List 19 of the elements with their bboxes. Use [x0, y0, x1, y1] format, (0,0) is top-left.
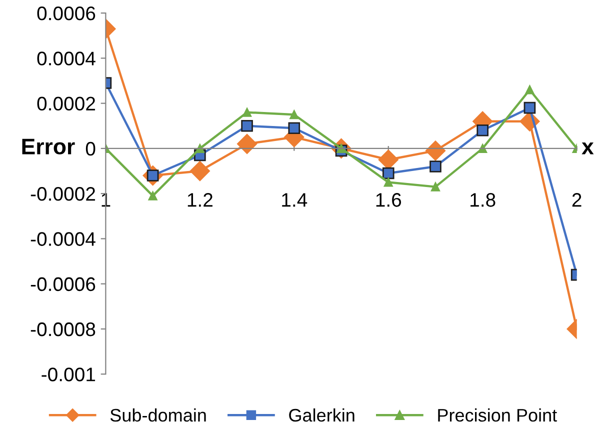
legend-label: Sub-domain	[110, 408, 206, 422]
legend-label: Precision Point	[438, 408, 557, 422]
x-tick-label: 1.4	[282, 193, 308, 207]
y-tick-label: 0	[86, 142, 96, 156]
y-tick-label: 0.0006	[37, 6, 96, 20]
y-tick-label: 0.0004	[37, 52, 96, 66]
y-tick-label: -0.0002	[30, 187, 96, 201]
x-tick-label: 1.2	[188, 193, 212, 207]
y-tick-label: -0.0008	[30, 322, 96, 336]
y-tick-label: -0.001	[42, 368, 96, 382]
y-tick-label: -0.0006	[30, 277, 96, 292]
x-axis-title: x	[582, 142, 594, 154]
y-axis-title: Error	[22, 138, 75, 154]
x-tick-label: 1.8	[470, 193, 496, 207]
x-tick-label: 2	[572, 193, 582, 207]
x-tick-label: 1.6	[376, 193, 402, 207]
legend-label: Galerkin	[289, 408, 354, 422]
y-tick-label: 0.0002	[37, 96, 96, 111]
y-tick-label: -0.0004	[30, 232, 96, 246]
